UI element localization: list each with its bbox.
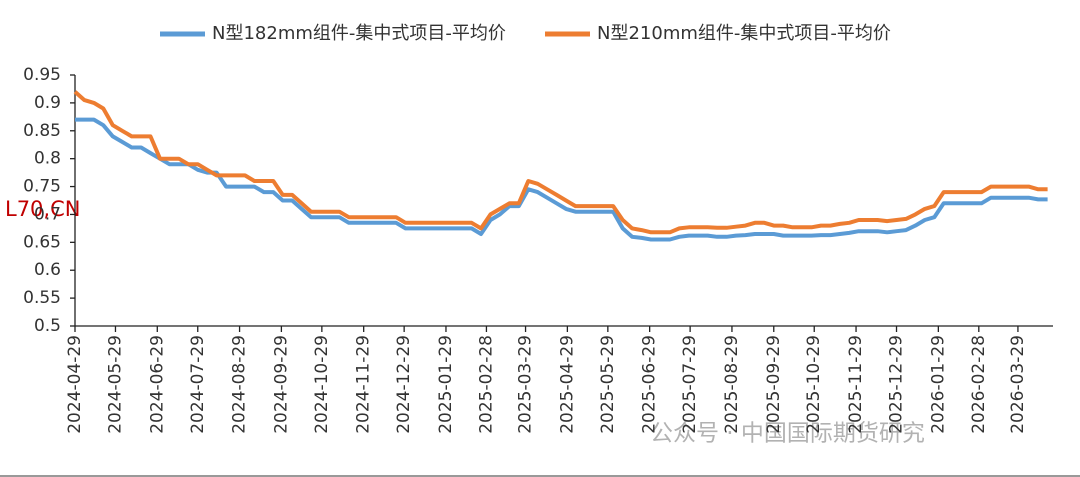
watermark: 公众号 · 中国国际期货研究	[650, 421, 925, 447]
x-tick-label: 2026-01-29	[928, 335, 948, 434]
x-tick-label: 2025-11-29	[846, 335, 866, 434]
series-line	[73, 90, 1048, 235]
y-tick-label: 0.65	[23, 232, 61, 252]
x-tick-label: 2024-05-29	[105, 335, 125, 434]
y-tick-label: 0.7	[34, 204, 61, 224]
y-tick-label: 0.75	[23, 177, 61, 197]
x-tick-label: 2025-08-29	[722, 335, 742, 434]
x-tick-label: 2025-06-29	[640, 335, 660, 434]
x-tick-label: 2024-11-29	[354, 335, 374, 434]
annotation: L70,CN	[5, 197, 80, 221]
y-tick-label: 0.5	[34, 316, 61, 336]
x-tick-label: 2025-10-29	[804, 335, 824, 434]
x-tick-label: 2024-07-29	[188, 335, 208, 434]
x-tick-label: 2024-06-29	[147, 335, 167, 434]
x-tick-label: 2026-02-28	[969, 335, 989, 434]
x-tick-label: 2025-07-29	[680, 335, 700, 434]
x-tick-label: 2025-02-28	[476, 335, 496, 434]
x-tick-label: 2025-04-29	[557, 335, 577, 434]
y-tick-label: 0.6	[34, 260, 61, 280]
x-tick-label: 2025-03-29	[516, 335, 536, 434]
y-tick-label: 0.95	[23, 65, 61, 85]
x-tick-label: 2024-08-29	[230, 335, 250, 434]
x-tick-label: 2024-09-29	[271, 335, 291, 434]
legend-label: N型210mm组件-集中式项目-平均价	[597, 23, 891, 44]
y-tick-label: 0.9	[34, 93, 61, 113]
y-tick-label: 0.85	[23, 121, 61, 141]
x-tick-label: 2025-09-29	[764, 335, 784, 434]
series-line	[75, 117, 1048, 242]
x-tick-label: 2024-10-29	[312, 335, 332, 434]
x-tick-label: 2025-01-29	[436, 335, 456, 434]
x-tick-label: 2024-12-29	[394, 335, 414, 434]
y-tick-label: 0.55	[23, 288, 61, 308]
x-tick-label: 2025-05-29	[598, 335, 618, 434]
x-tick-label: 2025-12-29	[887, 335, 907, 434]
x-tick-label: 2024-04-29	[65, 335, 85, 434]
y-tick-label: 0.8	[34, 149, 61, 169]
legend-label: N型182mm组件-集中式项目-平均价	[212, 23, 506, 44]
x-tick-label: 2026-03-29	[1008, 335, 1028, 434]
